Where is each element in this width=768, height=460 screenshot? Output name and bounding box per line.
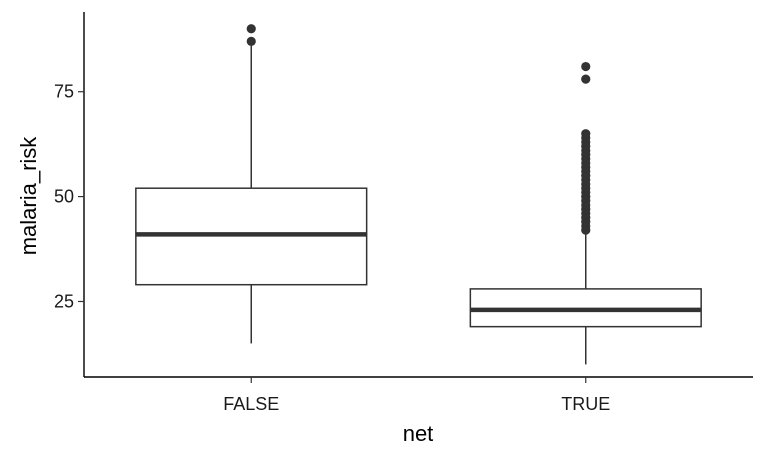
x-tick-label: TRUE [561,394,610,414]
x-tick-label: FALSE [223,394,279,414]
y-tick-label: 25 [54,291,74,311]
outlier-point [581,129,591,139]
plot-area [135,24,702,365]
outlier-point [581,74,591,84]
box-group-true [469,61,702,365]
y-tick-label: 75 [54,82,74,102]
y-axis-title: malaria_risk [16,136,41,256]
outlier-point [246,24,256,34]
outlier-point [581,61,591,72]
x-axis-ticks: FALSE TRUE [223,377,610,414]
y-tick-label: 50 [54,187,74,207]
box-group-false [135,24,368,344]
x-axis-title: net [403,421,434,446]
y-axis-ticks: 25 50 75 [54,82,84,311]
outlier-point [246,36,256,46]
